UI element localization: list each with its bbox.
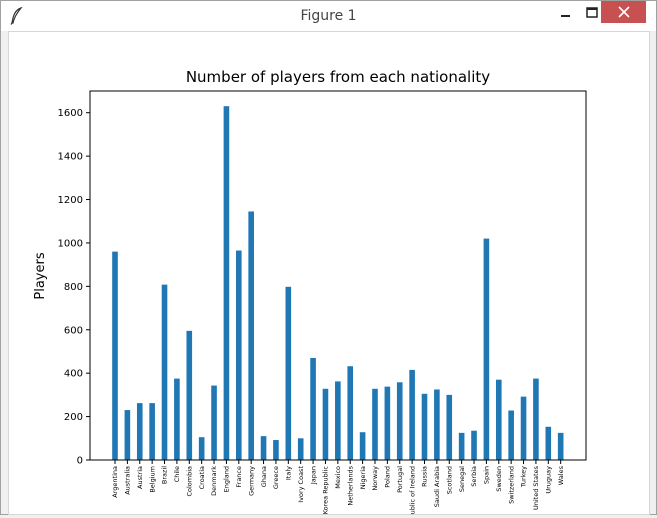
- maximize-icon: [586, 7, 598, 18]
- bar: [174, 378, 180, 460]
- title-bar: Figure 1: [1, 1, 656, 31]
- bar: [273, 440, 279, 460]
- bar: [359, 432, 366, 460]
- bar: [112, 251, 118, 460]
- bar: [124, 410, 131, 460]
- y-tick-label: 600: [64, 325, 83, 336]
- bar: [446, 394, 453, 460]
- x-tick-label: United States: [532, 465, 540, 510]
- bar: [533, 378, 539, 460]
- bar: [508, 410, 514, 460]
- x-tick-label: Portugal: [396, 466, 404, 493]
- x-tick-label: Russia: [421, 466, 429, 487]
- bar: [149, 403, 155, 460]
- bar: [248, 211, 254, 460]
- y-axis-label: Players: [33, 252, 48, 299]
- x-tick-label: Italy: [285, 466, 293, 480]
- bar: [260, 436, 267, 460]
- x-tick-label: Korea Republic: [322, 466, 330, 514]
- x-tick-label: Colombia: [185, 466, 193, 497]
- x-tick-label: Switzerland: [507, 466, 515, 504]
- x-tick-label: Ghana: [260, 466, 268, 487]
- bar-chart: Number of players from each nationality …: [33, 68, 587, 514]
- bar: [310, 357, 316, 460]
- x-tick-label: Austria: [136, 466, 144, 489]
- bar: [557, 432, 564, 460]
- bar: [347, 366, 354, 460]
- minimize-button[interactable]: [549, 1, 583, 25]
- bar: [458, 432, 465, 460]
- bar: [434, 389, 440, 460]
- x-tick-label: Netherlands: [346, 465, 354, 505]
- x-tick-label: Norway: [371, 466, 379, 491]
- x-tick-label: Australia: [124, 466, 132, 495]
- x-tick-label: Greece: [272, 466, 280, 489]
- bar: [545, 426, 552, 460]
- plot-area: 0 200 400 600 800 1000 1200 1400 1600 Argentina Au…: [58, 90, 587, 514]
- close-icon: [617, 6, 630, 18]
- bar: [335, 381, 341, 460]
- y-tick-label: 1600: [58, 108, 83, 119]
- bar: [372, 388, 378, 460]
- bar: [223, 106, 230, 460]
- bar: [136, 403, 143, 460]
- x-tick-label: Croatia: [198, 466, 206, 489]
- y-tick-label: 1400: [58, 152, 83, 163]
- bar: [396, 382, 403, 460]
- bar: [520, 396, 527, 460]
- x-tick-label: Sweden: [495, 466, 503, 492]
- y-tick-label: 200: [64, 412, 83, 423]
- x-tick-label: Saudi Arabia: [433, 466, 441, 507]
- x-tick-label: Senegal: [458, 466, 466, 492]
- feather-icon: [10, 7, 23, 25]
- x-tick-label: England: [223, 466, 231, 492]
- x-tick-label: Scotland: [445, 466, 453, 494]
- x-tick-label: Turkey: [520, 466, 528, 488]
- x-tick-label: Spain: [483, 466, 491, 484]
- bar: [198, 437, 205, 460]
- bar: [322, 388, 329, 460]
- bar: [409, 369, 415, 460]
- x-tick-label: Chile: [173, 466, 181, 482]
- x-tick-label: Wales: [557, 465, 565, 485]
- x-tick-label: Japan: [309, 466, 317, 485]
- bar: [161, 284, 168, 460]
- x-tick-label: Denmark: [210, 466, 218, 496]
- maximize-button[interactable]: [575, 1, 609, 25]
- x-tick-label: Mexico: [334, 466, 342, 489]
- chart-title: Number of players from each nationality: [186, 68, 490, 86]
- x-tick-label: Republic of Ireland: [408, 466, 416, 514]
- x-tick-label: Nigeria: [359, 466, 367, 489]
- minimize-icon: [561, 15, 570, 17]
- bar: [236, 250, 242, 460]
- x-tick-label: France: [235, 466, 243, 488]
- bar: [471, 430, 477, 460]
- x-tick-label: Poland: [384, 466, 392, 488]
- y-tick-label: 1200: [58, 195, 83, 206]
- close-button[interactable]: [601, 1, 646, 23]
- x-tick-label: Serbia: [470, 466, 478, 487]
- bar: [421, 393, 428, 460]
- bar: [285, 286, 292, 460]
- figure-canvas: Number of players from each nationality …: [8, 31, 650, 515]
- bar: [297, 438, 304, 460]
- x-tick-label: Belgium: [148, 466, 156, 493]
- x-tick-label: Ivory Coast: [297, 466, 305, 503]
- bar: [186, 330, 193, 460]
- bar: [211, 385, 217, 460]
- y-tick-label: 800: [64, 282, 83, 293]
- bar: [483, 238, 490, 460]
- bar: [384, 386, 391, 460]
- y-tick-label: 400: [64, 369, 83, 380]
- x-tick-label: Brazil: [161, 466, 169, 484]
- plot-frame: [89, 90, 587, 461]
- x-tick-label: Uruguay: [545, 466, 553, 494]
- x-tick-label: Germany: [247, 466, 255, 496]
- bar: [495, 379, 502, 460]
- x-tick-label: Argentina: [111, 466, 119, 498]
- y-tick-label: 0: [77, 456, 83, 467]
- window-title: Figure 1: [300, 8, 357, 24]
- y-tick-label: 1000: [58, 238, 83, 249]
